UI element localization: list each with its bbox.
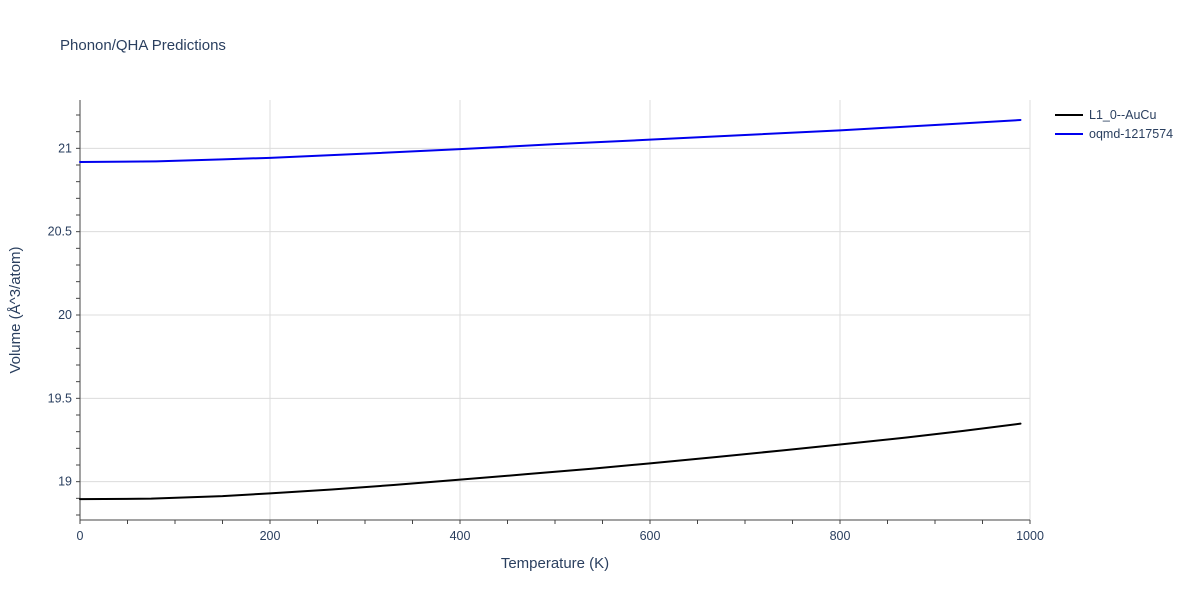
x-tick-label: 0	[77, 529, 84, 543]
chart-title: Phonon/QHA Predictions	[60, 37, 226, 54]
y-tick-label: 20	[58, 308, 72, 322]
legend-label[interactable]: oqmd-1217574	[1089, 127, 1173, 141]
y-tick-label: 19.5	[48, 391, 72, 405]
grid-lines	[80, 100, 1031, 520]
legend-label[interactable]: L1_0--AuCu	[1089, 108, 1156, 122]
series-line[interactable]	[79, 119, 1022, 163]
plot-series	[79, 119, 1022, 501]
x-tick-label: 600	[640, 529, 661, 543]
x-tick-label: 1000	[1016, 529, 1044, 543]
x-tick-label: 800	[830, 529, 851, 543]
x-axis-label: Temperature (K)	[501, 555, 609, 572]
x-tick-label: 200	[260, 529, 281, 543]
x-tick-label: 400	[450, 529, 471, 543]
y-tick-label: 20.5	[48, 225, 72, 239]
y-axis-tick-labels: 19 19.5 20 20.5 21	[48, 141, 72, 488]
axes	[76, 100, 1031, 524]
y-axis-label: Volume (Å^3/atom)	[7, 246, 24, 373]
y-tick-label: 19	[58, 475, 72, 489]
legend[interactable]: L1_0--AuCu oqmd-1217574	[1055, 108, 1173, 141]
series-line[interactable]	[79, 422, 1022, 501]
y-tick-label: 21	[58, 141, 72, 155]
x-axis-tick-labels: 0 200 400 600 800 1000	[77, 529, 1044, 543]
